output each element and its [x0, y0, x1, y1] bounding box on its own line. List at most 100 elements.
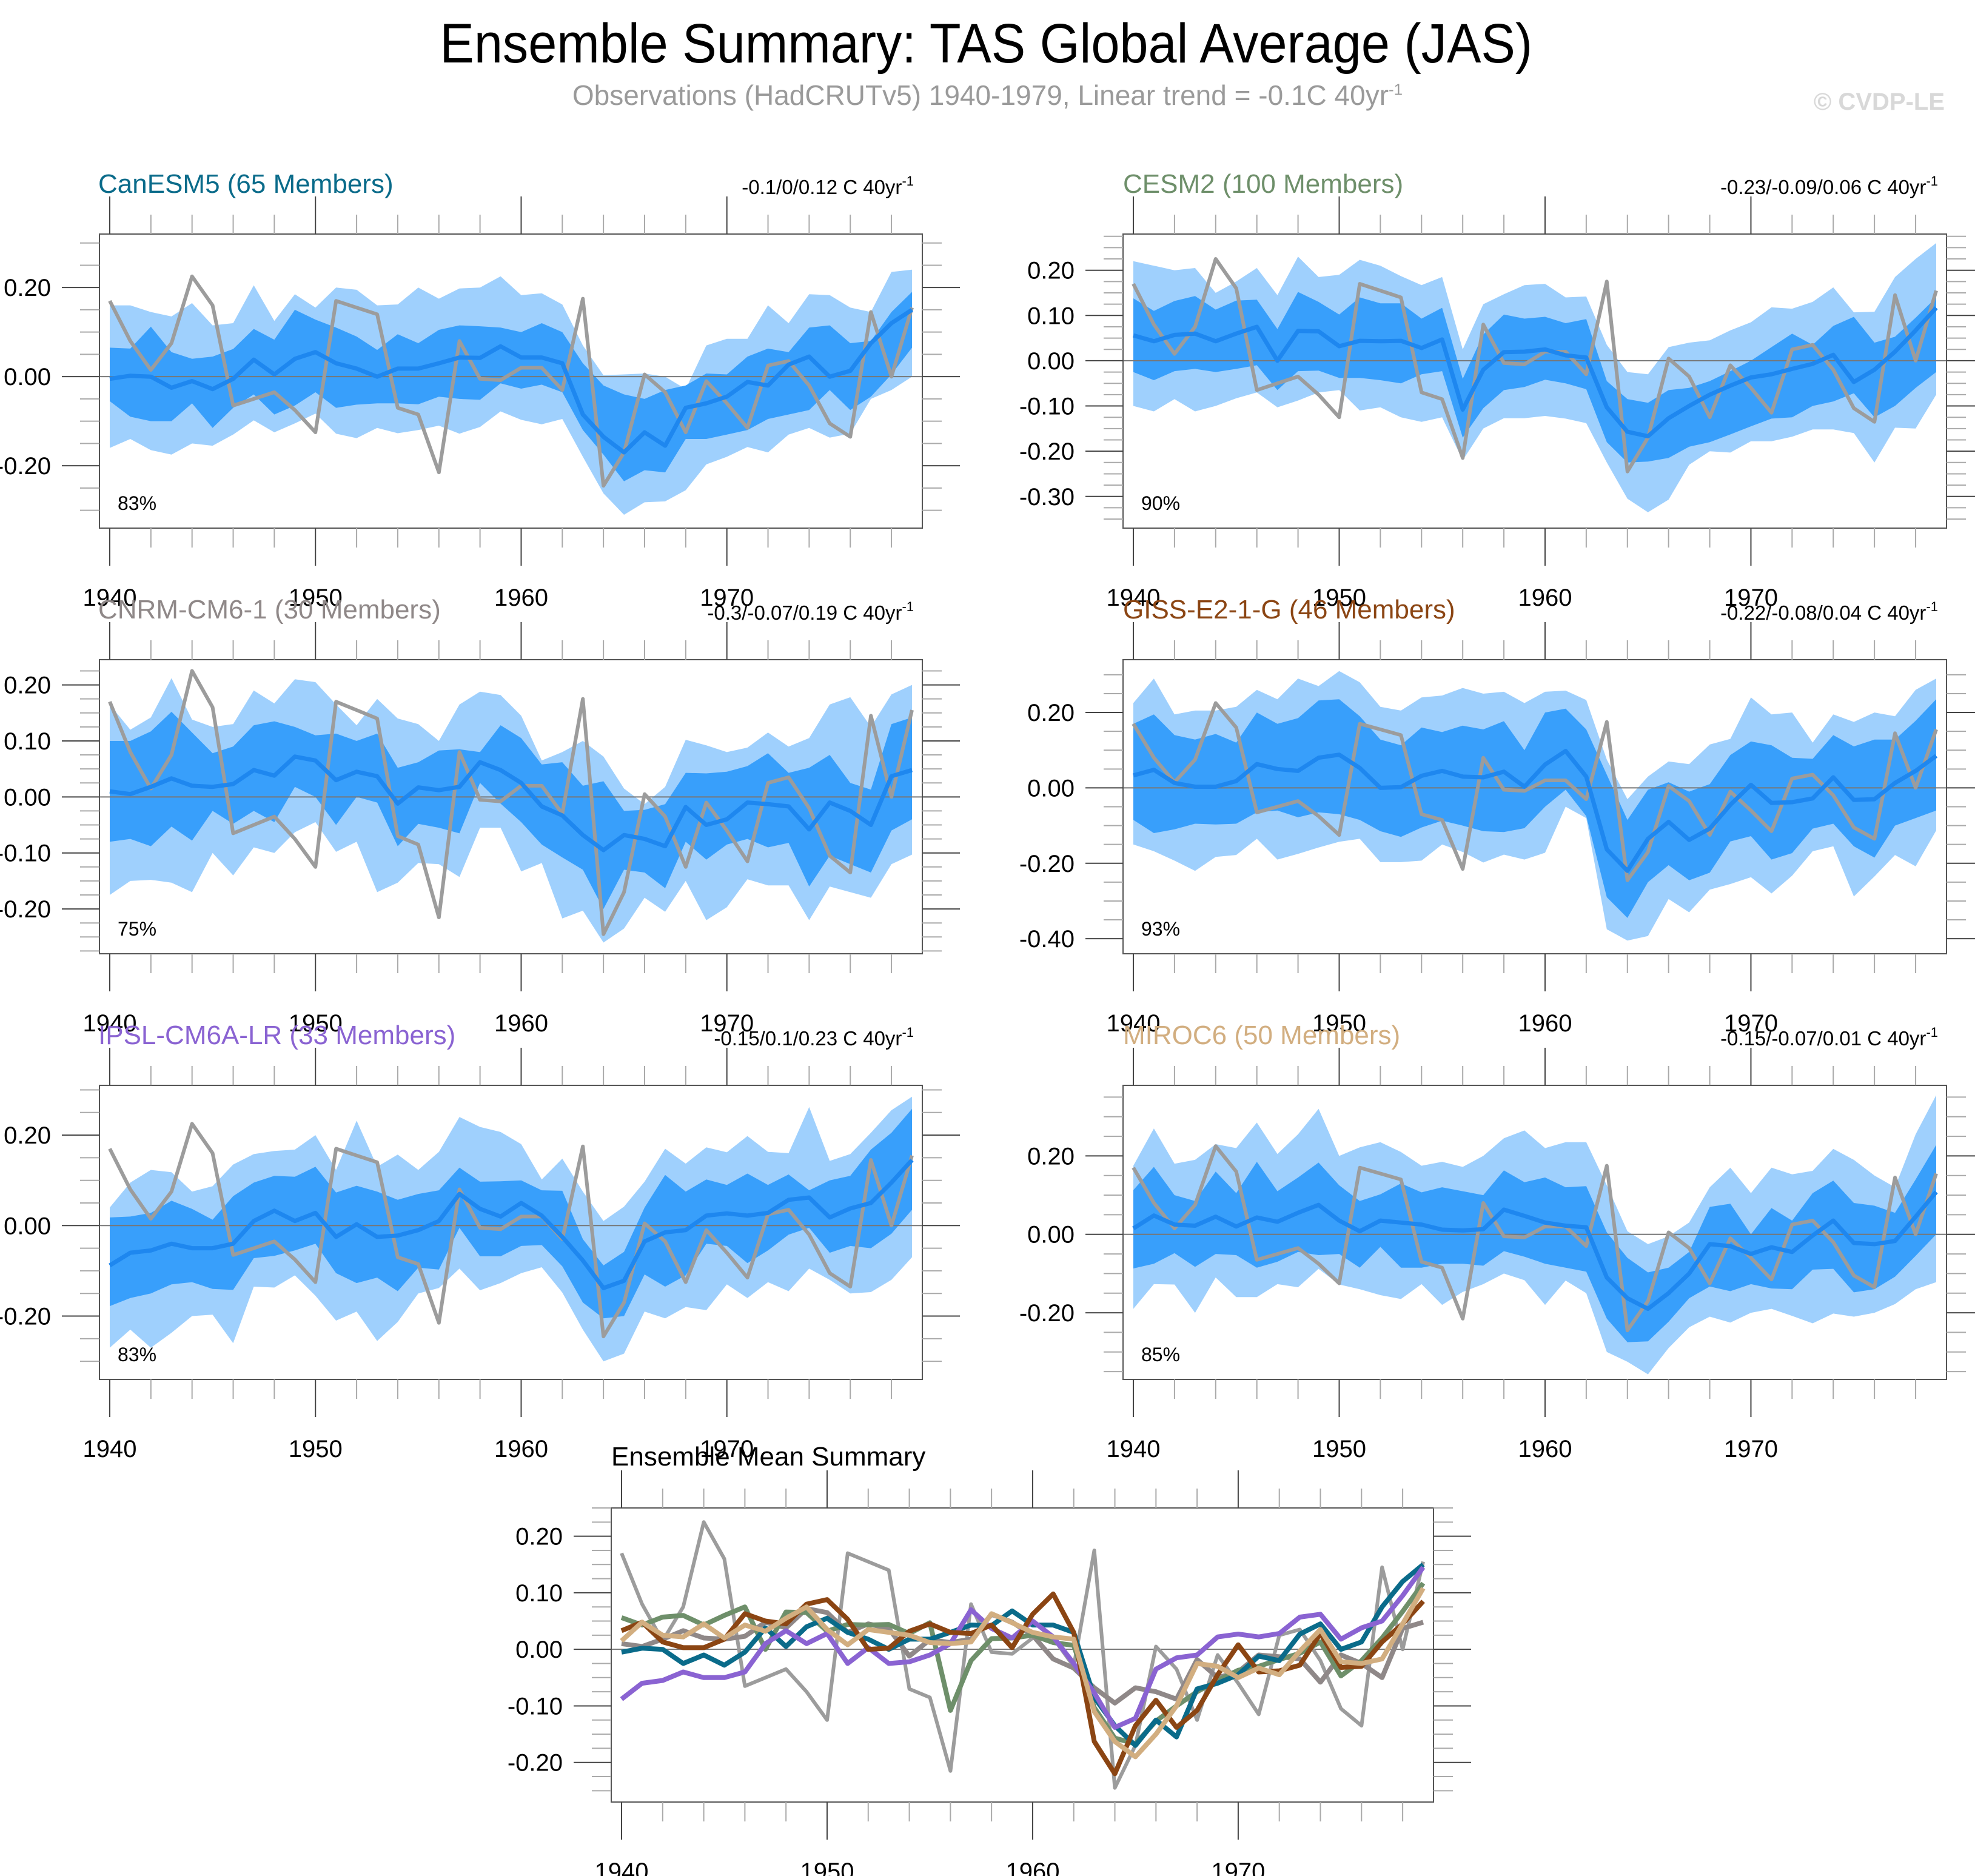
- x-tick-label: 1950: [1312, 585, 1366, 611]
- x-tick-label: 1970: [700, 585, 754, 611]
- percent-label: 83%: [118, 1344, 156, 1365]
- plot-frame: [99, 659, 923, 954]
- subtitle-text: Observations (HadCRUTv5) 1940-1979, Line…: [572, 79, 1389, 111]
- y-tick-label: 0.20: [4, 1122, 51, 1149]
- trend-label: -0.15/0.1/0.23 C 40yr-1: [714, 1025, 914, 1050]
- trend-text: -0.1/0/0.12 C 40yr: [742, 176, 902, 198]
- plot-area: [99, 1096, 922, 1362]
- inner-band: [1133, 1145, 1936, 1342]
- x-tick-label: 1940: [1107, 585, 1161, 611]
- plot-frame: [99, 1085, 923, 1380]
- series-line-giss-e2-1-g: [620, 1591, 1425, 1777]
- y-tick-label: 0.20: [1027, 700, 1075, 726]
- y-tick-label: 0.10: [515, 1580, 563, 1607]
- y-tick-label: -0.10: [1019, 394, 1075, 420]
- x-tick-label: 1970: [700, 1436, 754, 1462]
- chart-panel-0: 1940 1950 1960 1970 -0.20 0.00 0.20 CanESM5 (65…: [0, 169, 960, 611]
- x-tick-label: 1970: [700, 1010, 754, 1037]
- y-tick-label: 0.00: [1027, 348, 1075, 375]
- y-tick-label: -0.10: [0, 840, 51, 867]
- plot-area: [99, 269, 922, 515]
- series-line-miroc6: [620, 1587, 1426, 1760]
- x-tick-label: 1960: [1518, 585, 1572, 611]
- x-tick-label: 1940: [83, 1436, 137, 1462]
- panel-title: CanESM5 (65 Members): [98, 169, 394, 199]
- y-tick-label: -0.20: [508, 1750, 563, 1777]
- trend-superscript: -1: [1926, 599, 1938, 614]
- chart-panel-1: 1940 1950 1960 1970 -0.30 -0.20 -0.10 0.00 0.10 0…: [1019, 169, 1975, 611]
- percent-label: 93%: [1141, 918, 1180, 940]
- trend-label: -0.23/-0.09/0.06 C 40yr-1: [1720, 173, 1938, 198]
- x-tick-label: 1950: [289, 585, 343, 611]
- trend-superscript: -1: [902, 1025, 914, 1040]
- ensemble-mean-line: [1132, 1190, 1938, 1312]
- trend-text: -0.23/-0.09/0.06 C 40yr: [1720, 176, 1926, 198]
- x-tick-label: 1950: [1312, 1436, 1366, 1462]
- ensemble-mean-line: [1133, 306, 1938, 438]
- inner-band: [110, 292, 912, 481]
- x-tick-label: 1950: [289, 1010, 343, 1037]
- y-tick-label: 0.00: [515, 1636, 563, 1663]
- y-tick-label: 0.00: [1027, 775, 1075, 802]
- trend-text: -0.15/-0.07/0.01 C 40yr: [1720, 1027, 1926, 1050]
- series-line-observations-hadcrutv5-: [620, 1520, 1425, 1790]
- plot-frame: [611, 1507, 1434, 1803]
- plot-area: [1123, 1095, 1946, 1375]
- ensemble-mean-line: [109, 307, 913, 455]
- trend-label: -0.1/0/0.12 C 40yr-1: [742, 173, 914, 198]
- x-tick-label: 1940: [1107, 1010, 1161, 1037]
- y-tick-label: 0.00: [4, 1213, 51, 1239]
- y-tick-label: -0.40: [1019, 926, 1075, 953]
- percent-label: 90%: [1141, 492, 1180, 514]
- y-tick-label: -0.20: [1019, 851, 1075, 877]
- chart-panel-3: 1940 1950 1960 1970 -0.40 -0.20 0.00 0.20 GISS-E…: [1019, 595, 1975, 1037]
- x-tick-label: 1960: [1005, 1858, 1059, 1876]
- x-tick-label: 1970: [1724, 1436, 1778, 1462]
- series-line-canesm5: [621, 1563, 1425, 1748]
- x-tick-label: 1940: [1107, 1436, 1161, 1462]
- panel-title: Ensemble Mean Summary: [611, 1442, 925, 1472]
- observations-line: [108, 669, 914, 936]
- x-tick-label: 1960: [1518, 1010, 1572, 1037]
- y-tick-label: 0.20: [1027, 1143, 1075, 1170]
- y-tick-label: 0.00: [4, 364, 51, 390]
- x-tick-label: 1960: [494, 585, 548, 611]
- ensemble-mean-line: [109, 1158, 914, 1290]
- chart-panel-6: 1940 1950 1960 1970 -0.20 -0.10 0.00 0.10 0.20 En…: [508, 1442, 1471, 1876]
- subtitle-superscript: -1: [1389, 80, 1403, 99]
- trend-superscript: -1: [902, 173, 914, 189]
- panel-title: CNRM-CM6-1 (30 Members): [98, 595, 441, 625]
- x-tick-label: 1950: [1312, 1010, 1366, 1037]
- y-tick-label: 0.00: [1027, 1222, 1075, 1248]
- observations-line: [108, 274, 914, 488]
- panel-title: GISS-E2-1-G (46 Members): [1123, 595, 1455, 625]
- observations-line: [1132, 701, 1938, 882]
- chart-panel-2: 1940 1950 1960 1970 -0.20 -0.10 0.00 0.10 0.20 CN…: [0, 595, 960, 1037]
- x-tick-label: 1940: [83, 1010, 137, 1037]
- y-tick-label: 0.20: [4, 275, 51, 301]
- panel-title: MIROC6 (50 Members): [1123, 1020, 1400, 1050]
- y-tick-label: 0.00: [4, 784, 51, 811]
- x-tick-label: 1940: [595, 1858, 649, 1876]
- x-tick-label: 1970: [1211, 1858, 1265, 1876]
- plot-area: [611, 1520, 1433, 1790]
- trend-text: -0.3/-0.07/0.19 C 40yr: [707, 601, 902, 624]
- inner-band: [1133, 292, 1936, 463]
- trend-superscript: -1: [902, 599, 914, 614]
- y-tick-label: 0.20: [515, 1524, 563, 1550]
- ensemble-mean-line: [1133, 749, 1938, 873]
- y-tick-label: -0.10: [508, 1693, 563, 1720]
- y-tick-label: 0.10: [1027, 303, 1075, 329]
- x-tick-label: 1960: [1518, 1436, 1572, 1462]
- inner-band: [110, 1108, 912, 1319]
- percent-label: 83%: [118, 492, 156, 514]
- x-tick-label: 1970: [1724, 585, 1778, 611]
- x-tick-label: 1950: [800, 1858, 854, 1876]
- y-tick-label: -0.20: [0, 453, 51, 480]
- trend-text: -0.15/0.1/0.23 C 40yr: [714, 1027, 902, 1050]
- percent-label: 75%: [118, 918, 156, 940]
- y-tick-label: -0.20: [0, 896, 51, 923]
- y-tick-label: -0.20: [1019, 1300, 1075, 1327]
- chart-panel-5: 1940 1950 1960 1970 -0.20 0.00 0.20 MIROC6 (50 …: [1019, 1020, 1975, 1462]
